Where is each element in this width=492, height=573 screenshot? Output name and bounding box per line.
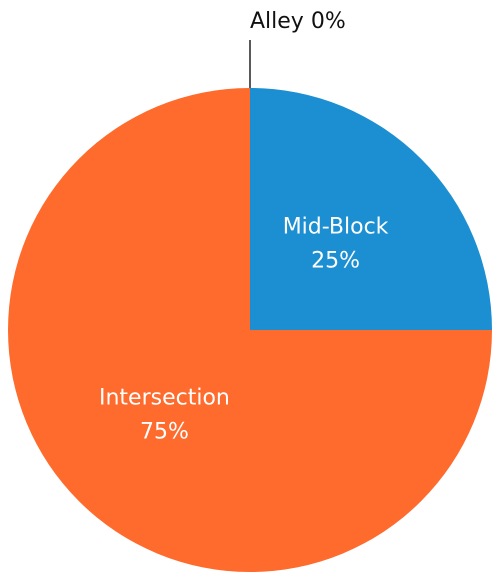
outside-label: Alley 0%: [250, 9, 346, 34]
outside-label-value: 0%: [311, 9, 346, 34]
pie-slice: [250, 88, 492, 330]
slice-value-label: 25%: [311, 248, 360, 273]
slice-label: Mid-Block: [283, 214, 389, 239]
slice-label: Intersection: [99, 386, 230, 411]
slice-value-label: 75%: [140, 420, 189, 445]
pie-slice: [8, 88, 492, 572]
outside-label-name: Alley: [250, 9, 304, 34]
